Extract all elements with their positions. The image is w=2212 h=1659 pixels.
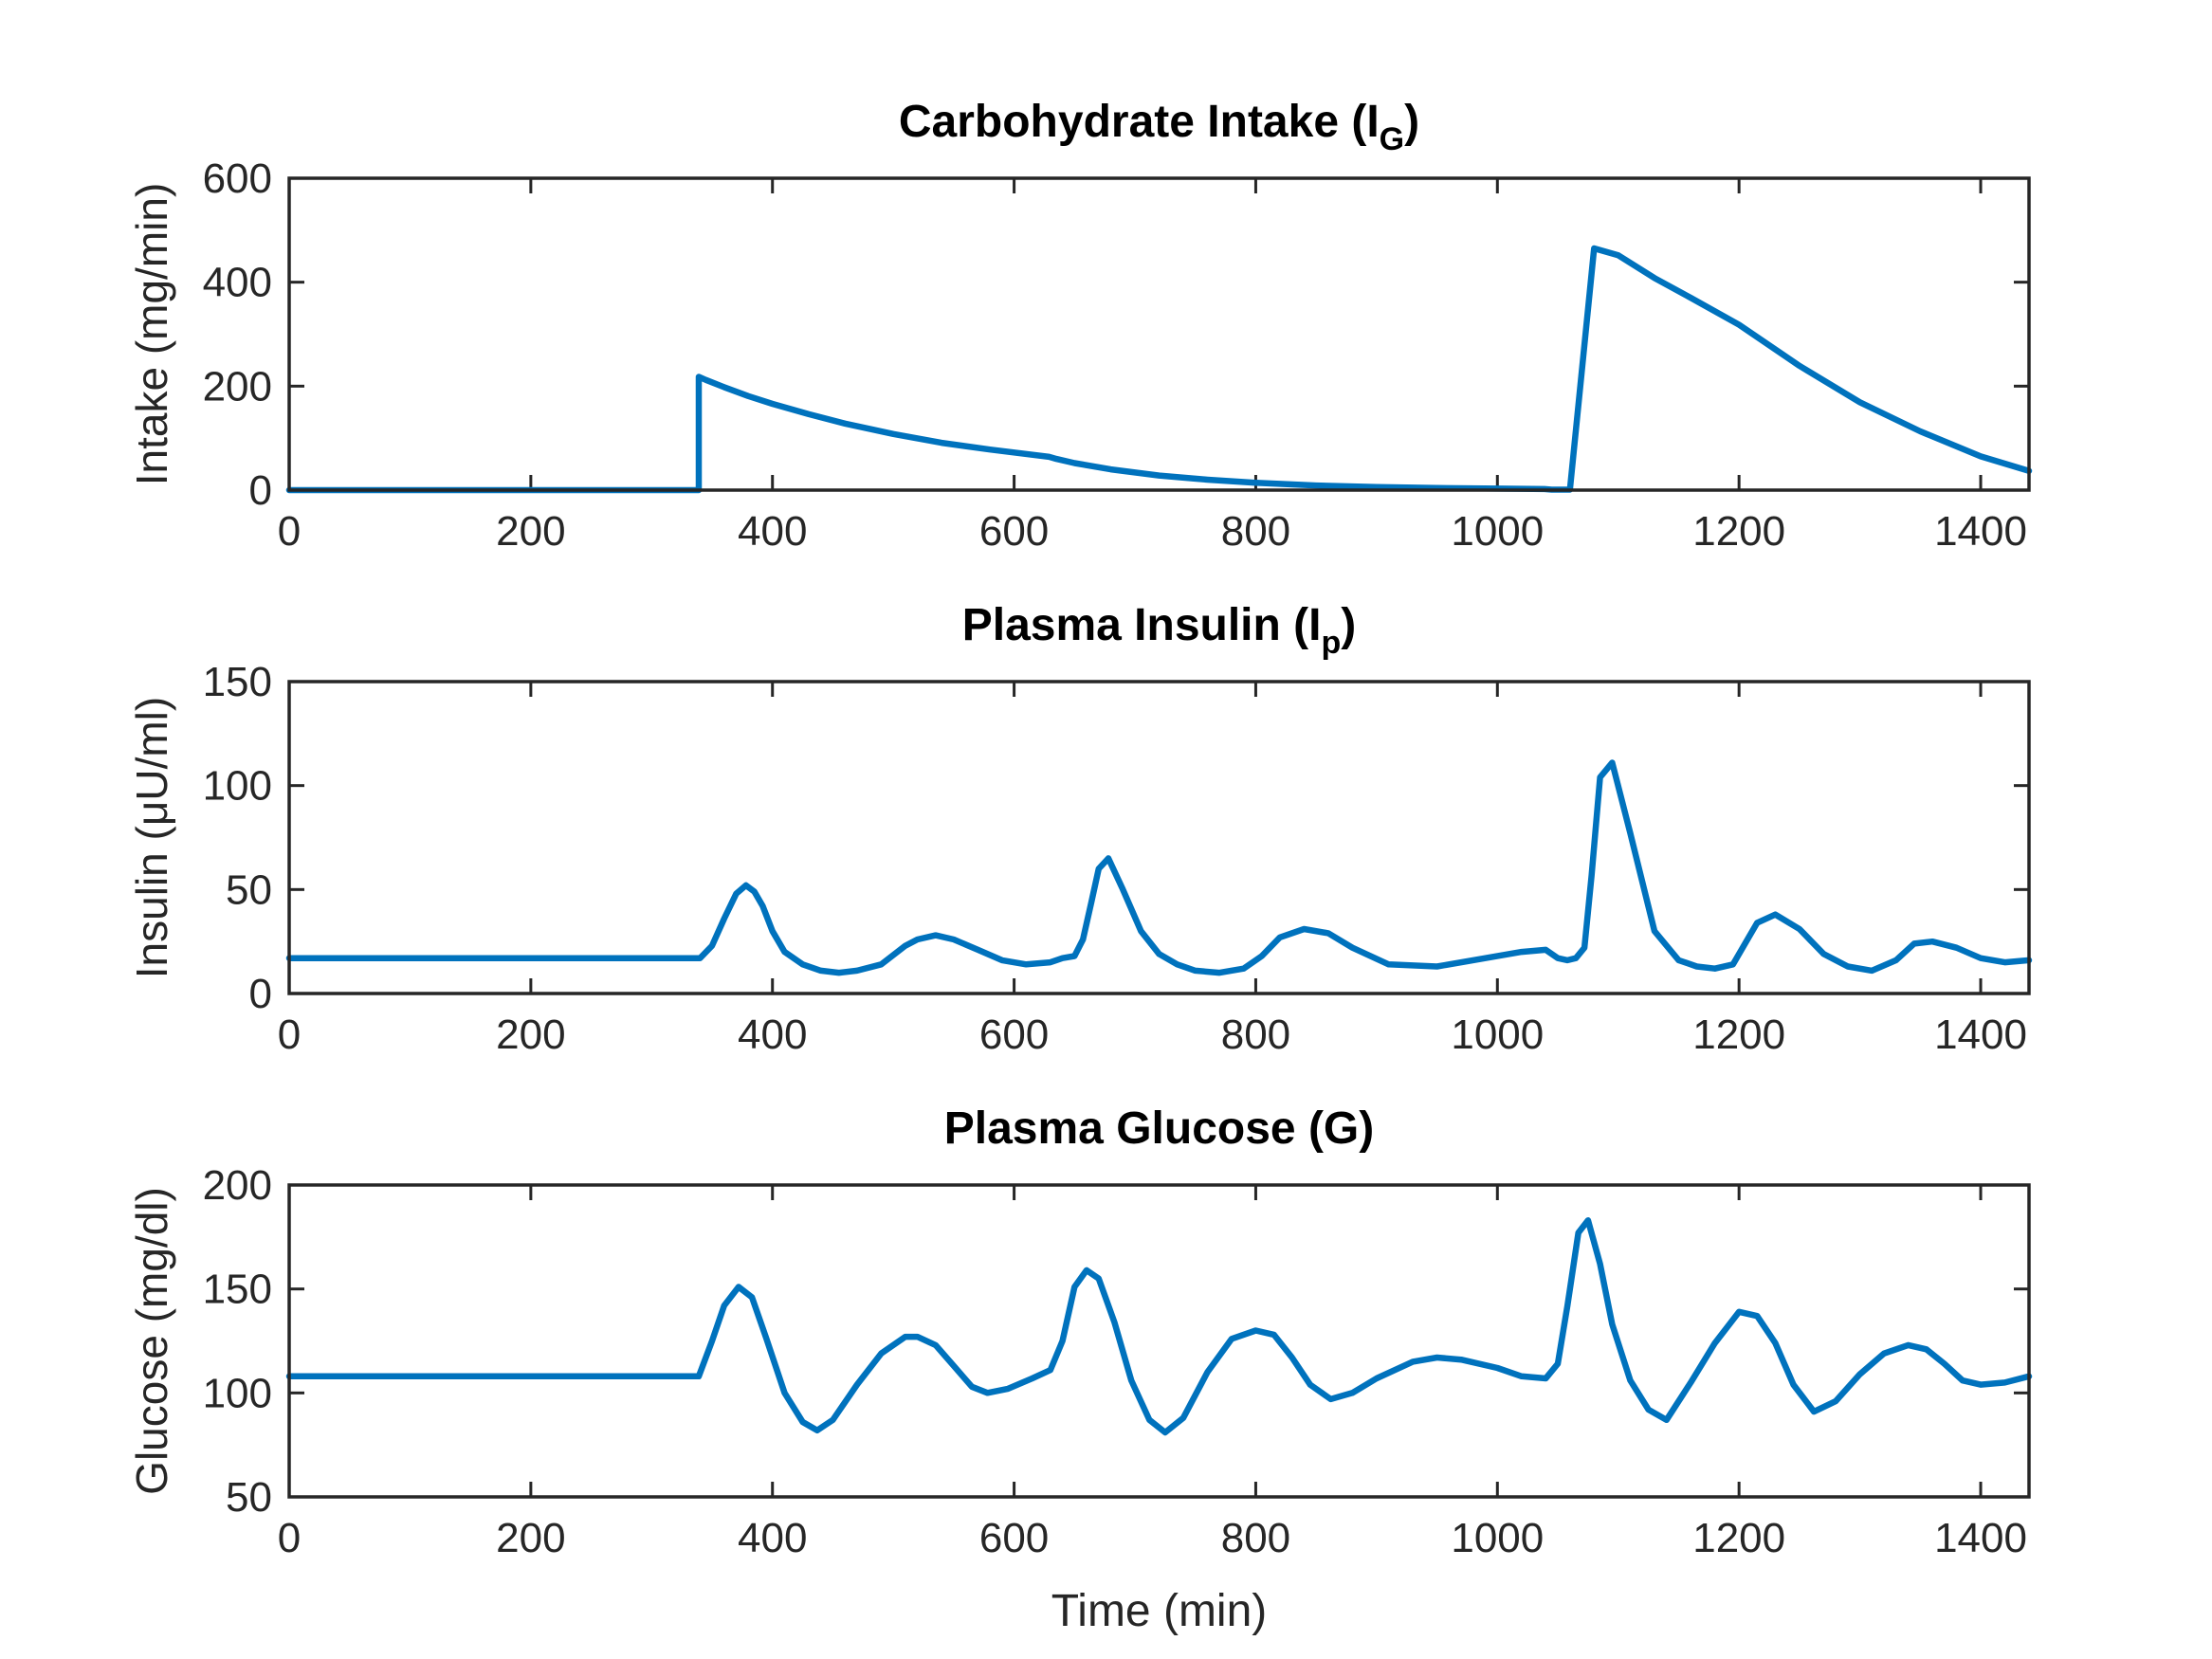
panel-3: Plasma Glucose (G) 0 200 400 600 800 1000 1200 1… [127, 1103, 2033, 1636]
chart-title: Carbohydrate Intake (IG) [899, 97, 1419, 157]
x-tick-label: 1200 [1692, 1012, 1785, 1058]
y-axis-label: Intake (mg/min) [127, 183, 176, 486]
chart-title-subscript: p [1322, 625, 1342, 661]
x-tick-label: 1000 [1451, 1012, 1544, 1058]
y-tick-label: 50 [226, 866, 272, 913]
x-tick-label: 0 [278, 1012, 301, 1058]
x-tick-label: 0 [278, 1515, 301, 1561]
y-tick-label: 150 [203, 659, 272, 705]
chart-title-main: Carbohydrate Intake (I [899, 97, 1380, 147]
panel-1: Carbohydrate Intake (IG) 0 200 400 600 800 100… [127, 97, 2033, 555]
x-tick-label: 200 [496, 1515, 565, 1561]
x-axis-label: Time (min) [1051, 1586, 1268, 1636]
chart-title-end: ) [1404, 97, 1419, 147]
x-tick-label: 1200 [1692, 1515, 1785, 1561]
chart-title-subscript: G [1380, 121, 1404, 157]
x-tick-label: 400 [738, 1012, 807, 1058]
chart-title-main: Plasma Insulin (I [962, 600, 1322, 650]
x-tick-label: 600 [979, 1515, 1049, 1561]
chart-title-main: Plasma Glucose (G) [944, 1103, 1375, 1154]
x-tick-label: 1200 [1692, 508, 1785, 555]
y-tick-label: 0 [249, 971, 272, 1017]
x-tick-label: 1400 [1934, 508, 2027, 555]
y-tick-label: 100 [203, 763, 272, 810]
axes-box [287, 1183, 2031, 1499]
x-tick-label: 1400 [1934, 1515, 2027, 1561]
series-line-intake [285, 245, 2033, 494]
x-tick-label: 800 [1221, 508, 1290, 555]
y-tick-label: 0 [249, 467, 272, 514]
x-tick-label: 1000 [1451, 508, 1544, 555]
y-tick-label: 100 [203, 1370, 272, 1416]
y-tick-label: 200 [203, 1162, 272, 1209]
series-line-glucose [285, 1217, 2033, 1436]
series-line-insulin [285, 759, 2033, 976]
y-axis-label: Insulin (μU/ml) [127, 697, 176, 978]
x-tick-label: 200 [496, 1012, 565, 1058]
x-tick-label: 400 [738, 1515, 807, 1561]
y-tick-label: 200 [203, 363, 272, 410]
x-tick-label: 1400 [1934, 1012, 2027, 1058]
x-tick-label: 400 [738, 508, 807, 555]
y-axis-label: Glucose (mg/dl) [127, 1187, 176, 1495]
x-tick-label: 0 [278, 508, 301, 555]
x-tick-label: 600 [979, 508, 1049, 555]
y-tick-label: 50 [226, 1474, 272, 1521]
y-tick-label: 600 [203, 155, 272, 202]
x-tick-label: 1000 [1451, 1515, 1544, 1561]
chart-title: Plasma Insulin (Ip) [962, 600, 1357, 661]
chart-title: Plasma Glucose (G) [944, 1103, 1375, 1154]
x-tick-label: 800 [1221, 1515, 1290, 1561]
axes-box [287, 680, 2031, 995]
chart-title-end: ) [1341, 600, 1356, 650]
x-tick-label: 800 [1221, 1012, 1290, 1058]
panel-2: Plasma Insulin (Ip)0 200 400 600 800 1000 1200… [127, 600, 2033, 1058]
y-tick-label: 400 [203, 260, 272, 306]
x-tick-label: 600 [979, 1012, 1049, 1058]
axes-box [287, 176, 2031, 492]
x-tick-label: 200 [496, 508, 565, 555]
y-tick-label: 150 [203, 1267, 272, 1313]
